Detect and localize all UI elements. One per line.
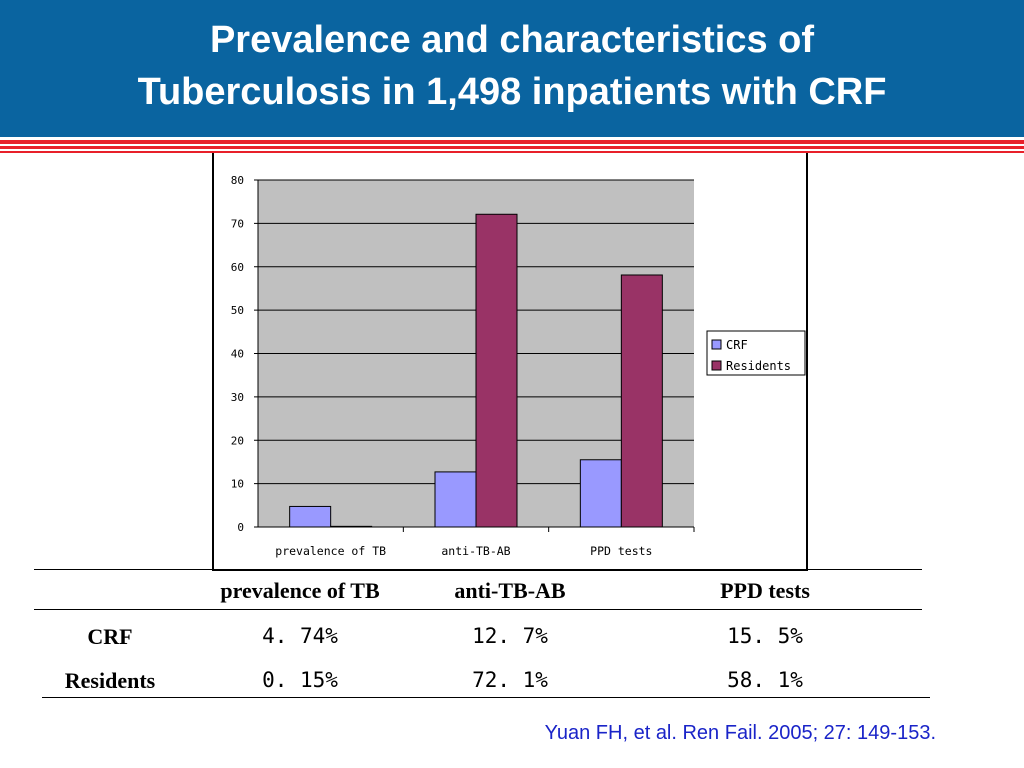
table-header-ppd: PPD tests — [720, 578, 810, 603]
legend-label-residents: Residents — [726, 359, 791, 373]
header-stripe-white-3 — [0, 149, 1024, 151]
table-cell-residents-prevalence: 0. 15% — [262, 668, 338, 692]
bar-chart: 0 10 20 30 40 50 60 70 80 prevalence of TB anti-TB… — [231, 174, 806, 558]
y-tick-label: 80 — [231, 174, 244, 187]
y-tick-label: 30 — [231, 391, 244, 404]
legend-box — [706, 330, 806, 376]
header-stripe-red-1 — [0, 140, 1024, 144]
y-tick-label: 60 — [231, 261, 244, 274]
y-tick-label: 10 — [231, 478, 244, 491]
slide-title: Prevalence and characteristics of Tuberc… — [0, 14, 1024, 118]
bar-residents — [330, 525, 373, 528]
x-tick-label: anti-TB-AB — [441, 544, 510, 558]
bar-crf — [579, 459, 622, 528]
bar-crf — [434, 471, 477, 528]
slide-header: Prevalence and characteristics of Tuberc… — [0, 0, 1024, 137]
table-cell-crf-prevalence: 4. 74% — [262, 624, 338, 648]
table-row-label-crf: CRF — [87, 624, 133, 649]
table-cell-crf-ppd: 15. 5% — [727, 624, 803, 648]
y-tick-label: 20 — [231, 434, 244, 447]
table-header-rule — [34, 609, 922, 610]
title-line-2: Tuberculosis in 1,498 inpatients with CR… — [137, 71, 887, 113]
header-stripe-white-2 — [0, 144, 1024, 146]
title-line-1: Prevalence and characteristics of — [209, 19, 815, 61]
y-tick-label: 40 — [231, 348, 244, 361]
x-tick-label: prevalence of TB — [275, 544, 386, 558]
legend-swatch-crf — [711, 339, 722, 350]
table-header-anti-tb-ab: anti-TB-AB — [454, 578, 566, 603]
table-cell-residents-anti-tb-ab: 72. 1% — [472, 668, 548, 692]
bar-crf — [289, 505, 332, 528]
table-cell-residents-ppd: 58. 1% — [727, 668, 803, 692]
x-tick-label: PPD tests — [590, 544, 652, 558]
table-cell-crf-anti-tb-ab: 12. 7% — [472, 624, 548, 648]
citation-text: Yuan FH, et al. Ren Fail. 2005; 27: 149-… — [544, 722, 936, 744]
legend-swatch-residents — [711, 360, 722, 371]
y-tick-label: 70 — [231, 217, 244, 230]
table-row-label-residents: Residents — [64, 668, 156, 693]
bar-residents — [620, 274, 663, 528]
table-header-prevalence: prevalence of TB — [220, 578, 380, 603]
header-stripe-red-3 — [0, 151, 1024, 153]
legend-label-crf: CRF — [726, 338, 748, 352]
y-tick-label: 50 — [231, 304, 244, 317]
y-tick-label: 0 — [237, 521, 244, 534]
header-stripe-red-2 — [0, 146, 1024, 149]
bar-residents — [475, 213, 518, 528]
chart-frame: 0 10 20 30 40 50 60 70 80 prevalence of TB anti-TB… — [212, 153, 808, 571]
table-bottom-rule — [42, 697, 930, 698]
header-stripe-white-1 — [0, 137, 1024, 140]
